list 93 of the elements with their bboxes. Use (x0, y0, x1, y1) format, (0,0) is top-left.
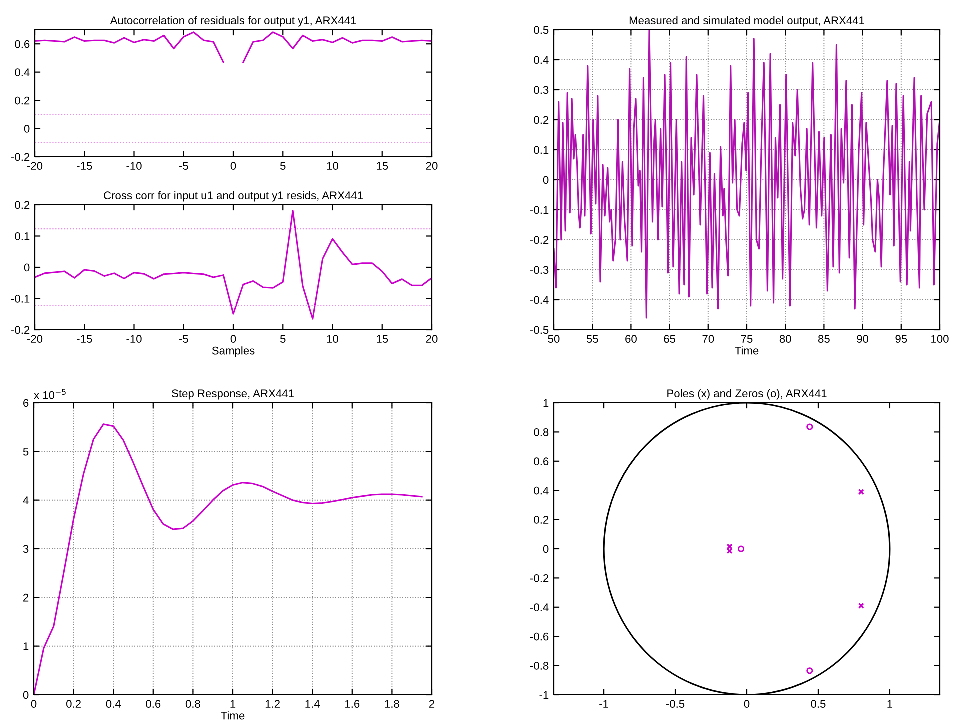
x-tick-label: -20 (27, 162, 43, 170)
y-tick-label: 0.5 (534, 26, 549, 34)
y-tick-label: 1 (24, 642, 29, 650)
y-tick-label: 4 (23, 496, 29, 504)
y-tick-label: 3 (23, 545, 29, 554)
y-tick-label: 0.6 (15, 40, 30, 48)
y-tick-label: -0.5 (530, 326, 549, 334)
y-tick-label: -0.2 (11, 326, 30, 334)
y-tick-label: 5 (23, 448, 29, 456)
x-tick-label: 90 (857, 335, 869, 344)
x-tick-label: 0 (31, 700, 37, 708)
chart-title: Autocorrelation of residuals for output y1, ARX441 (110, 16, 356, 27)
y-tick-label: -0.6 (530, 632, 549, 641)
y-tick-label: -1 (540, 691, 549, 700)
x-tick-label: 1.6 (346, 700, 360, 708)
x-axis-title: Time (735, 346, 759, 355)
x-axis-title: Time (221, 712, 245, 720)
x-tick-label: 1.4 (306, 700, 320, 708)
y-tick-label: 0.1 (15, 232, 30, 240)
x-tick-label: 10 (327, 162, 338, 170)
x-tick-label: 20 (426, 162, 438, 170)
x-tick-label: 1.8 (385, 700, 400, 708)
x-tick-label: 80 (780, 335, 792, 344)
y-tick-label: 0.4 (534, 56, 549, 64)
x-tick-label: 100 (932, 335, 949, 344)
x-axis-title: Samples (212, 346, 255, 357)
x-tick-label: -5 (179, 162, 188, 170)
x-tick-label: 0.8 (186, 700, 200, 708)
y-tick-label: 1 (544, 399, 549, 408)
y-tick-label: 0.2 (534, 116, 549, 124)
y-tick-label: 0.6 (534, 458, 549, 466)
chart-title: Step Response, ARX441 (172, 390, 294, 400)
x-tick-label: 0.2 (66, 700, 81, 708)
x-tick-label: 15 (377, 335, 388, 344)
y-tick-label: -0.3 (530, 266, 549, 274)
x-tick-label: 15 (377, 162, 388, 170)
x-tick-label: 0.5 (811, 700, 826, 708)
y-tick-label: 0.1 (534, 146, 549, 154)
y-tick-label: -0.4 (530, 604, 549, 612)
y-tick-label: 0.4 (15, 68, 30, 76)
x-tick-label: -5 (179, 335, 188, 344)
x-tick-label: 20 (426, 335, 438, 344)
y-tick-label: 0.8 (534, 428, 549, 436)
x-tick-label: 10 (327, 335, 338, 344)
x-tick-label: 2 (429, 700, 435, 708)
x-tick-label: -0.5 (666, 700, 685, 708)
y-tick-label: 2 (24, 594, 29, 602)
y-tick-label: 0 (24, 125, 30, 133)
x-tick-label: -1 (600, 700, 608, 708)
x-tick-label: 75 (741, 335, 753, 344)
y-tick-label: 0.4 (534, 486, 549, 495)
chart-title: Cross corr for input u1 and output y1 resids, ARX441 (104, 191, 363, 202)
x-tick-label: -15 (77, 162, 92, 170)
chart-title: Measured and simulated model output, ARX441 (630, 16, 864, 27)
x-tick-label: -20 (27, 335, 43, 344)
x-tick-label: 0.4 (106, 700, 121, 708)
y-tick-label: 0.2 (15, 201, 30, 210)
x-tick-label: -10 (126, 335, 142, 344)
x-tick-label: 95 (896, 335, 908, 344)
x-tick-label: 0 (744, 700, 750, 708)
x-tick-label: 1 (888, 700, 893, 708)
y-tick-label: -0.1 (11, 295, 30, 303)
y-tick-label: 0 (543, 545, 549, 554)
y-tick-label: 0 (24, 264, 30, 272)
x-tick-label: -10 (126, 162, 142, 170)
y-tick-label: 0 (543, 176, 549, 184)
x-tick-label: 1 (230, 700, 236, 708)
x-tick-label: 60 (626, 335, 637, 344)
x-tick-label: 5 (280, 335, 286, 344)
x-tick-label: 55 (586, 335, 598, 344)
x-tick-label: 0 (230, 162, 236, 170)
x-tick-label: 70 (702, 335, 714, 344)
y-tick-label: 0.2 (15, 96, 30, 105)
chart-title: Poles (x) and Zeros (o), ARX441 (668, 389, 827, 400)
y-tick-label: -0.1 (530, 206, 549, 214)
y-tick-label: -0.2 (11, 153, 30, 162)
y-tick-label: 0 (23, 691, 29, 700)
x-tick-label: 5 (280, 162, 286, 170)
x-tick-label: 1.2 (266, 700, 280, 708)
x-tick-label: 50 (548, 335, 560, 344)
text: x 10$^{−5}$ (34, 389, 66, 400)
y-tick-label: -0.2 (530, 236, 549, 244)
x-tick-label: 0 (230, 335, 236, 344)
x-tick-label: 65 (664, 335, 676, 344)
y-tick-label: 0.3 (534, 86, 549, 94)
x-tick-label: -15 (77, 335, 92, 344)
y-tick-label: 0.2 (534, 516, 549, 524)
x-tick-label: 0.6 (146, 700, 161, 708)
y-tick-label: -0.8 (530, 662, 549, 670)
x-tick-label: 85 (818, 335, 830, 344)
y-tick-label: -0.2 (530, 574, 549, 582)
y-tick-label: -0.4 (530, 296, 549, 304)
y-tick-label: 6 (24, 399, 29, 408)
